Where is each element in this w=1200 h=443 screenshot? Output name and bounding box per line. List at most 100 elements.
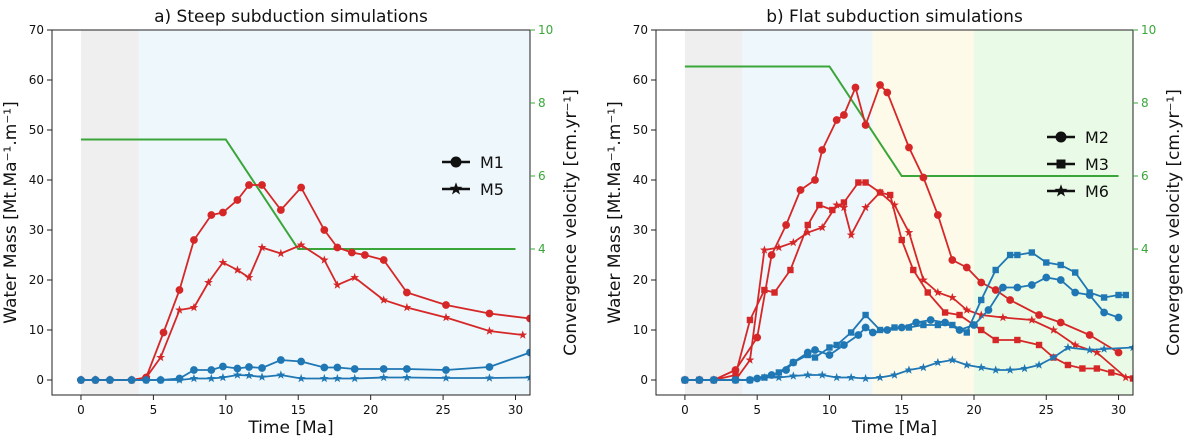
shaded-region [974,30,1133,395]
data-point [332,373,342,383]
data-point [442,366,450,374]
data-point [817,222,827,232]
legend-marker [1055,131,1067,143]
legend-marker [450,156,462,168]
shaded-region [872,30,974,395]
data-point [105,375,115,384]
legend-label: M3 [1085,155,1109,174]
data-point [1092,347,1102,357]
data-point [276,206,285,214]
data-point [788,237,798,247]
data-point [976,362,986,372]
data-point [297,183,306,192]
data-point [1063,342,1073,352]
series-4 [76,370,530,384]
data-point [804,221,811,229]
data-point [934,321,942,329]
data-point [156,352,165,362]
data-point [832,116,841,124]
data-point [402,372,412,382]
data-point [840,199,848,206]
data-point [811,354,819,361]
data-point [189,373,199,383]
data-point [244,370,254,380]
data-point [920,321,927,329]
x-tick-label: 25 [435,403,450,417]
data-point [244,272,254,282]
data-point [233,196,242,204]
data-point [963,329,970,336]
data-point [319,373,329,383]
data-point [1027,315,1037,324]
data-point [1071,288,1080,297]
shaded-region [138,30,530,395]
data-point [245,363,253,371]
data-point [402,302,412,312]
x-tick-label: 0 [77,403,85,417]
data-point [485,326,494,335]
data-point [847,329,855,336]
data-point [868,328,877,337]
data-point [991,365,1001,374]
data-point [826,344,833,351]
data-point [861,373,870,383]
data-point [1035,311,1043,319]
y-tick-label: 0 [36,373,44,387]
data-point [402,365,411,373]
data-point [962,263,971,272]
y-tick-label: 60 [633,73,648,87]
y-tick-label: 70 [633,23,648,37]
data-point [919,362,928,372]
data-point [855,179,862,186]
data-point [379,256,388,264]
data-point [485,363,494,371]
x-axis-label: Time [Ma] [851,418,937,438]
data-point [175,305,184,314]
data-point [332,280,342,289]
data-point [984,306,993,314]
data-point [890,200,899,209]
data-point [1014,251,1021,259]
y-tick-label: 20 [633,273,648,287]
data-point [933,211,942,219]
data-point [402,288,411,297]
data-point [948,256,957,264]
data-point [709,375,719,384]
data-point [276,356,285,364]
data-point [1035,341,1043,349]
data-point [854,331,863,339]
data-point [360,251,369,259]
data-point [832,200,842,209]
convergence-velocity-line [81,138,516,250]
data-point [319,255,329,264]
data-point [978,326,985,334]
data-point [207,366,216,374]
y-tick-label: 30 [633,223,648,237]
data-point [189,302,199,312]
x-tick-label: 5 [150,403,158,417]
data-point [219,208,227,217]
data-point [883,88,892,97]
data-point [257,372,267,381]
y-tick-label: 20 [29,273,44,287]
data-point [485,373,494,382]
data-point [1064,361,1072,369]
shaded-region [80,30,139,395]
y-tick-label: 10 [633,323,648,337]
data-point [441,373,451,382]
data-point [803,370,813,379]
data-point [245,181,253,189]
data-point [977,278,986,287]
data-point [924,289,931,296]
data-point [832,372,842,382]
data-point [962,305,972,314]
data-point [1006,251,1014,259]
data-point [761,286,768,294]
data-point [159,328,168,337]
plot-frame [655,29,1134,396]
data-point [745,355,755,364]
data-point [441,312,451,322]
data-point [862,311,869,319]
x-tick-label: 10 [822,403,837,417]
